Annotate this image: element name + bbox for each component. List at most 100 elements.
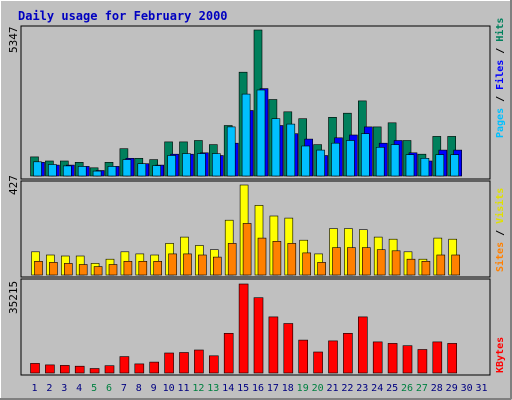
pages-bar-day-18 — [286, 123, 296, 177]
sites-bar-day-16 — [257, 237, 267, 276]
kbytes-bar-day-23 — [357, 316, 368, 374]
pages-bar-day-24 — [375, 147, 385, 177]
pages-bar-day-20 — [316, 149, 325, 177]
sites-bar-day-14 — [227, 243, 237, 276]
pages-bar-day-16 — [256, 89, 266, 177]
pages-bar-day-2 — [48, 164, 57, 177]
day-label-6: 6 — [106, 383, 112, 394]
pages-bar-day-14 — [226, 126, 236, 177]
sites-bar-day-7 — [123, 260, 133, 276]
sites-bar-day-21 — [332, 247, 341, 276]
kbytes-bar-day-6 — [104, 365, 115, 374]
day-label-21: 21 — [326, 383, 338, 394]
legend-pages: Pages — [495, 108, 506, 138]
hits-legend: Pages / Files / Hits — [494, 18, 506, 138]
pages-bar-day-10 — [167, 155, 176, 177]
pages-bar-day-27 — [420, 158, 430, 177]
sites-bar-day-11 — [183, 253, 192, 276]
sites-bar-day-12 — [198, 254, 207, 276]
pages-bar-day-28 — [435, 154, 445, 177]
day-label-7: 7 — [121, 383, 127, 394]
pages-bar-day-11 — [182, 153, 191, 177]
pages-bar-day-15 — [241, 93, 251, 177]
day-label-25: 25 — [386, 383, 398, 394]
sites-bar-day-26 — [406, 258, 416, 276]
sites-bar-day-20 — [317, 262, 326, 276]
kbytes-bar-day-20 — [313, 351, 323, 374]
hits-max-label: 5347 — [7, 27, 20, 54]
kbytes-bar-day-14 — [223, 332, 234, 374]
kbytes-bar-day-27 — [417, 349, 428, 374]
day-label-19: 19 — [297, 383, 309, 394]
day-label-23: 23 — [356, 383, 368, 394]
pages-bar-day-6 — [107, 166, 117, 177]
kbytes-bar-day-21 — [328, 340, 338, 374]
visits-legend: Sites / Visits — [494, 188, 506, 272]
kbytes-bar-day-17 — [268, 316, 279, 374]
sites-bar-day-22 — [347, 247, 356, 276]
day-label-29: 29 — [446, 383, 458, 394]
pages-bar-day-8 — [137, 163, 147, 177]
kbytes-bar-day-9 — [149, 361, 159, 374]
day-label-15: 15 — [237, 383, 249, 394]
legend-sites: Sites — [494, 242, 506, 272]
day-label-17: 17 — [267, 383, 279, 394]
sites-bar-day-8 — [138, 260, 148, 276]
pages-bar-day-21 — [331, 142, 340, 177]
day-label-26: 26 — [401, 383, 413, 394]
sites-bar-day-6 — [108, 264, 118, 276]
sites-bar-day-28 — [436, 254, 446, 276]
day-label-13: 13 — [207, 383, 219, 394]
kbytes-bar-day-2 — [45, 364, 55, 374]
kbytes-bar-day-4 — [74, 365, 85, 374]
sites-bar-day-27 — [421, 260, 431, 276]
kbytes-bar-day-13 — [209, 355, 219, 374]
pages-bar-day-25 — [390, 144, 400, 177]
day-label-4: 4 — [76, 383, 82, 394]
pages-bar-day-4 — [77, 166, 87, 177]
kbytes-bar-day-15 — [238, 283, 249, 374]
pages-bar-day-9 — [152, 165, 161, 177]
pages-bar-day-3 — [62, 165, 72, 177]
sites-bar-day-15 — [242, 223, 252, 276]
day-label-3: 3 — [61, 383, 67, 394]
sites-bar-day-1 — [34, 260, 43, 276]
day-label-9: 9 — [151, 383, 157, 394]
kbytes-bar-day-5 — [89, 368, 100, 374]
sites-bar-day-3 — [64, 263, 73, 276]
day-label-11: 11 — [177, 383, 189, 394]
pages-bar-day-7 — [122, 159, 132, 177]
sites-bar-day-2 — [49, 262, 58, 276]
kbytes-bar-day-11 — [179, 352, 189, 374]
kbytes-bar-day-10 — [164, 352, 174, 374]
pages-bar-day-23 — [360, 133, 370, 177]
day-label-5: 5 — [91, 383, 97, 394]
sites-bar-day-4 — [78, 264, 88, 276]
day-label-28: 28 — [431, 383, 443, 394]
pages-bar-day-13 — [212, 153, 221, 177]
pages-bar-day-1 — [33, 161, 42, 177]
day-label-27: 27 — [416, 383, 428, 394]
day-label-10: 10 — [163, 383, 175, 394]
day-label-14: 14 — [222, 383, 234, 394]
sites-bar-day-23 — [361, 247, 371, 276]
legend-visits: Visits — [494, 188, 506, 224]
day-label-1: 1 — [31, 383, 37, 394]
day-label-2: 2 — [46, 383, 52, 394]
legend-hits: Hits — [494, 18, 506, 42]
pages-bar-day-19 — [301, 145, 311, 177]
kbytes-bar-day-18 — [283, 323, 294, 374]
day-label-30: 30 — [461, 383, 473, 394]
sites-bar-day-17 — [272, 241, 282, 276]
kbytes-bar-day-3 — [59, 365, 70, 374]
sites-bar-day-25 — [391, 250, 401, 276]
pages-bar-day-17 — [271, 118, 281, 177]
day-label-20: 20 — [312, 383, 324, 394]
pages-bar-day-22 — [346, 140, 355, 177]
kbytes-legend: KBytes — [495, 337, 506, 373]
kbytes-bar-day-22 — [343, 332, 353, 374]
kbytes-bar-day-29 — [447, 343, 458, 374]
visits-max-label: 427 — [7, 175, 20, 195]
sites-bar-day-5 — [93, 266, 103, 276]
kbytes-bar-day-1 — [30, 363, 40, 374]
